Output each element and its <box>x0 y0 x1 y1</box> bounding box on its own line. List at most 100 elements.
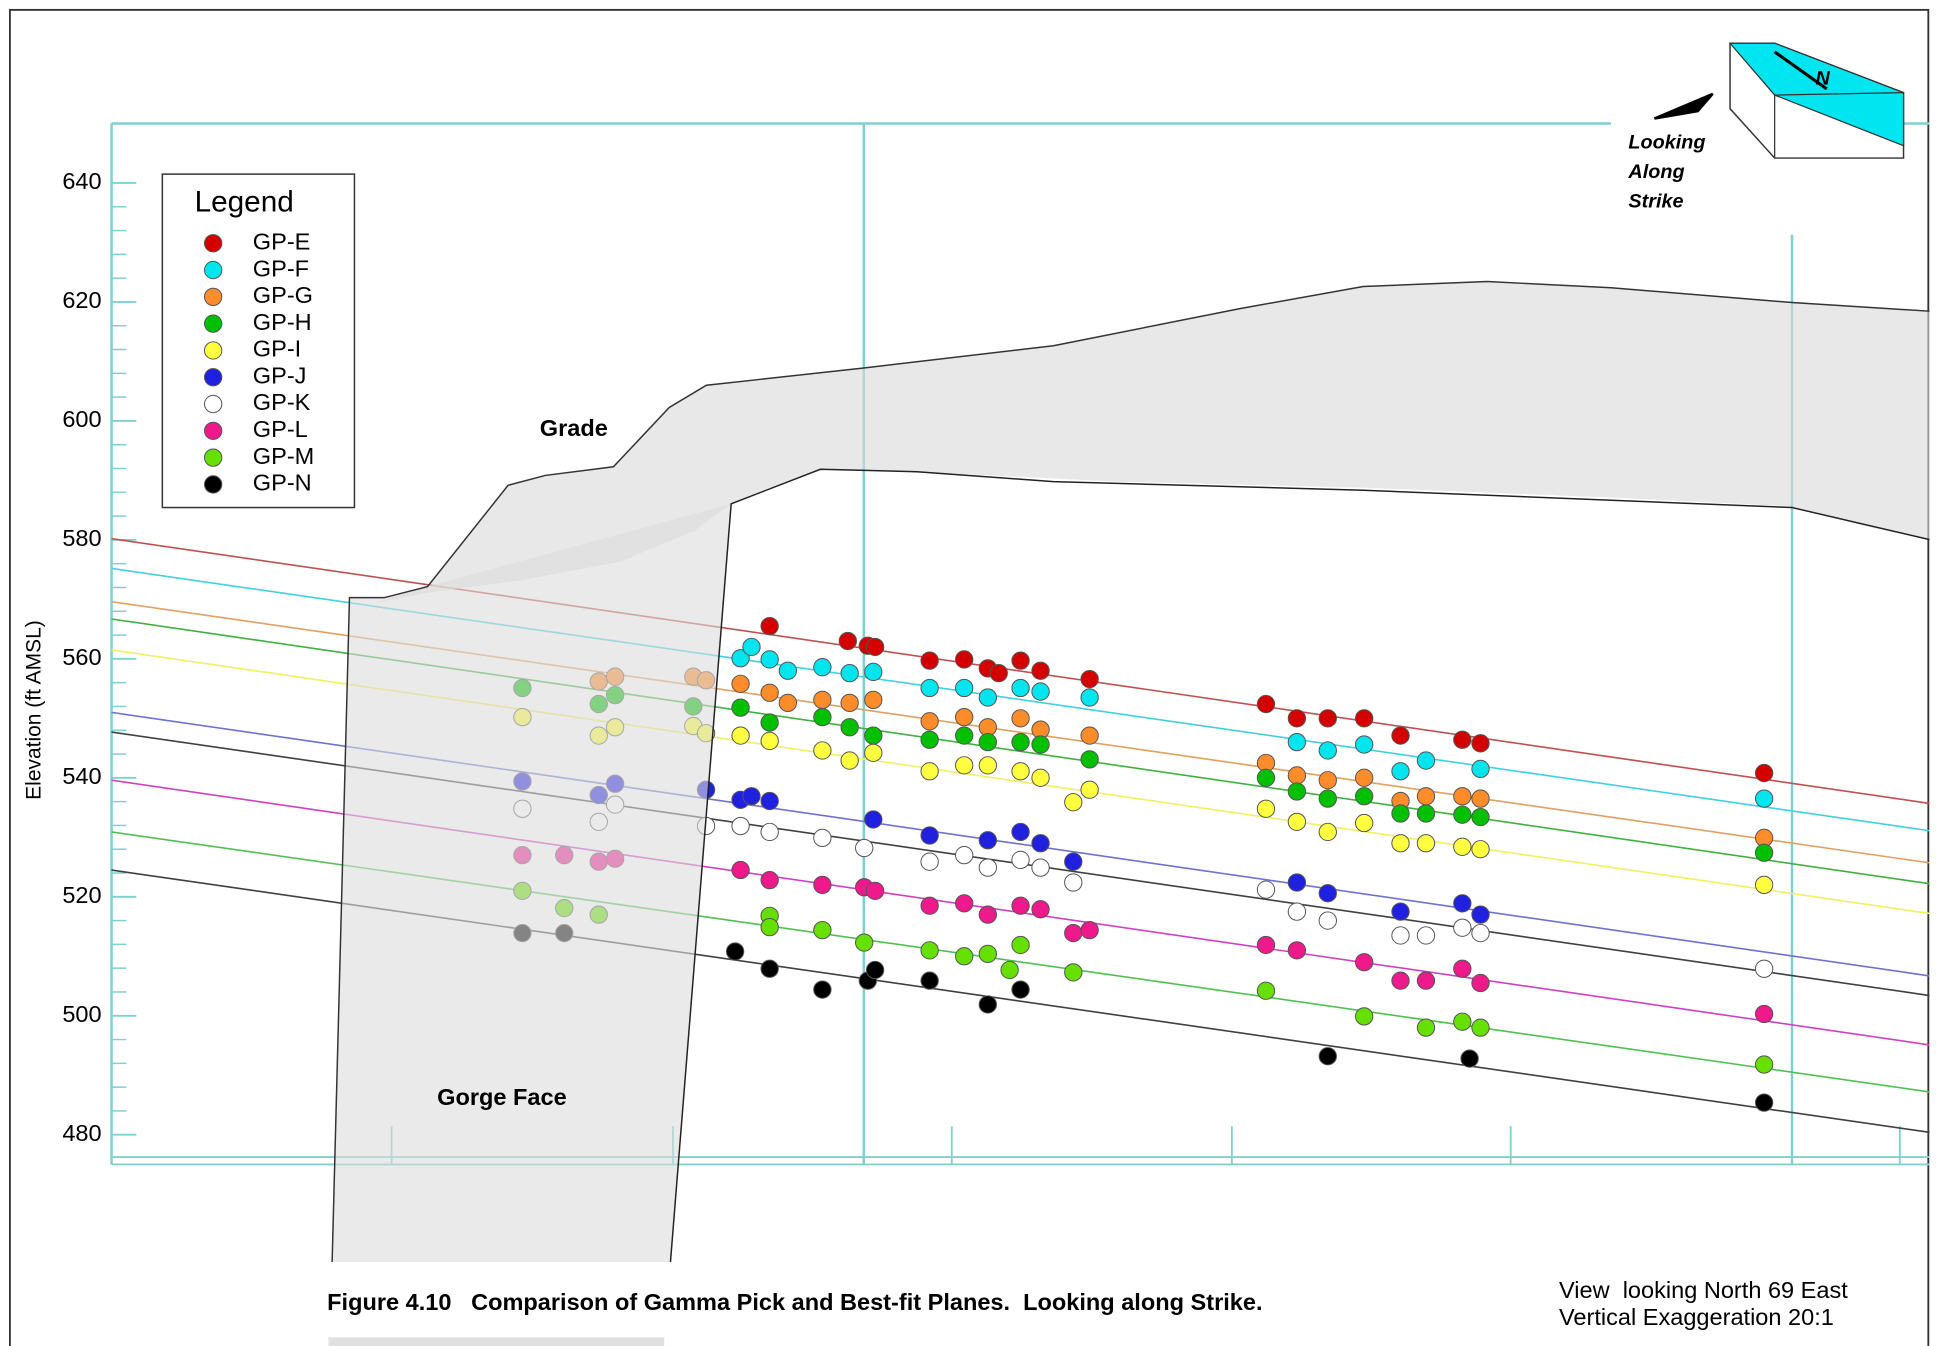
point <box>1287 941 1307 960</box>
point <box>1287 873 1307 892</box>
point <box>978 905 997 924</box>
point <box>1011 762 1030 781</box>
point <box>1011 651 1030 670</box>
legend-marker <box>203 314 223 333</box>
point <box>1471 923 1490 943</box>
point <box>1416 834 1436 853</box>
point <box>1471 759 1490 779</box>
point <box>978 858 997 877</box>
legend-marker <box>203 421 223 440</box>
point <box>1416 804 1436 823</box>
point <box>1011 709 1030 728</box>
point <box>778 693 798 713</box>
point <box>1754 843 1774 862</box>
point <box>1354 813 1374 833</box>
point <box>1064 923 1083 943</box>
point <box>1287 766 1307 785</box>
legend-label: GP-J <box>253 362 307 388</box>
point <box>1031 834 1050 853</box>
legend-marker <box>203 234 223 253</box>
point <box>1011 896 1030 915</box>
point <box>1391 902 1410 921</box>
point <box>955 726 974 745</box>
point <box>864 810 883 829</box>
point <box>1453 1012 1472 1031</box>
point <box>1754 1004 1774 1024</box>
point <box>1011 850 1030 870</box>
point <box>1256 981 1276 1000</box>
point <box>920 712 939 731</box>
point <box>813 690 832 710</box>
point <box>1354 768 1374 787</box>
point <box>1354 709 1374 728</box>
point <box>1287 782 1307 801</box>
point <box>1080 669 1099 689</box>
point <box>760 713 779 732</box>
point <box>1416 926 1436 945</box>
point <box>725 942 745 961</box>
point <box>955 678 974 698</box>
legend-label: GP-F <box>253 255 309 281</box>
point <box>1318 789 1337 808</box>
y-axis-label: Elevation (ft AMSL) <box>22 620 45 800</box>
point <box>1391 971 1410 990</box>
point <box>920 896 939 915</box>
y-tick-label: 640 <box>62 168 101 194</box>
point <box>731 726 750 745</box>
point <box>864 690 883 710</box>
point <box>1416 1018 1436 1037</box>
point <box>1031 768 1050 787</box>
point <box>1754 1055 1774 1074</box>
geology <box>328 280 1930 1346</box>
point <box>1453 805 1472 824</box>
point <box>742 787 761 806</box>
point <box>1391 926 1410 945</box>
point <box>920 730 939 749</box>
point <box>813 920 832 940</box>
point <box>1080 688 1099 707</box>
point <box>920 762 939 781</box>
point <box>1287 812 1307 831</box>
point <box>760 791 779 811</box>
point <box>1471 840 1490 859</box>
y-tick-label: 500 <box>62 1001 101 1027</box>
point <box>978 831 997 850</box>
point <box>1318 771 1337 790</box>
grade-layer <box>371 281 1930 604</box>
point <box>955 846 974 865</box>
view-note: Vertical Exaggeration 20:1 <box>1559 1304 1834 1330</box>
view-note: View looking North 69 East <box>1559 1277 1848 1303</box>
compass-label: Looking <box>1628 131 1705 153</box>
gorge-label: Gorge Face <box>437 1084 567 1110</box>
point <box>1318 884 1337 903</box>
point <box>778 661 798 680</box>
point <box>1031 735 1050 754</box>
legend-label: GP-G <box>253 282 313 308</box>
point <box>1416 971 1436 990</box>
frame <box>8 8 1930 1346</box>
point <box>1471 905 1490 924</box>
gorge-base <box>328 1337 665 1346</box>
point <box>978 756 997 775</box>
point <box>1453 959 1472 978</box>
fit-line <box>111 537 1930 805</box>
points <box>513 616 1774 1112</box>
point <box>731 649 750 668</box>
point <box>1011 935 1030 955</box>
point <box>1318 911 1337 930</box>
point <box>1031 682 1050 701</box>
point <box>864 743 883 762</box>
point <box>813 980 832 999</box>
point <box>840 693 859 713</box>
point <box>813 875 832 895</box>
point <box>978 995 997 1014</box>
legend-title: Legend <box>195 186 294 219</box>
point <box>1256 694 1276 714</box>
point <box>865 881 885 900</box>
point <box>864 662 883 682</box>
point <box>1064 963 1083 982</box>
point <box>1354 953 1374 972</box>
y-tick-label: 480 <box>62 1120 101 1146</box>
point <box>1453 894 1472 913</box>
